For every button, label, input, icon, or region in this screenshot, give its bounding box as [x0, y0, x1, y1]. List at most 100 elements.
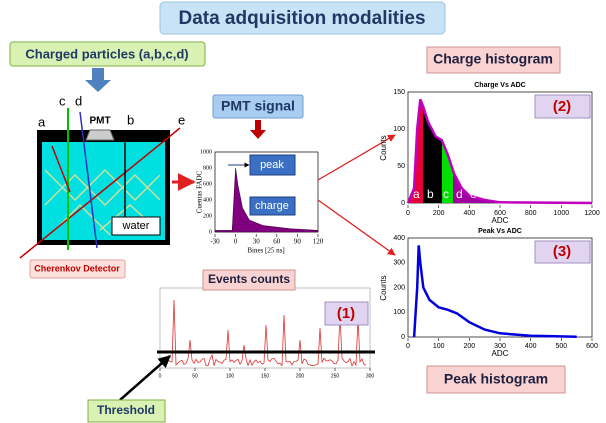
pmt-signal-title: PMT signal	[221, 98, 295, 114]
y-tick-label: 0	[401, 334, 405, 341]
x-tick-label: 120	[313, 238, 324, 246]
pmt	[85, 129, 115, 141]
y-tick-label: 600	[203, 181, 212, 187]
x-tick-label: 0	[406, 210, 410, 217]
arrow	[317, 199, 396, 256]
marker: (2)	[553, 98, 571, 115]
x-tick-label: 60	[273, 238, 281, 246]
y-tick-label: 400	[393, 235, 405, 242]
arrow	[317, 134, 396, 181]
peak-curve	[412, 245, 577, 339]
charge-box	[249, 196, 296, 216]
marker-box	[534, 94, 591, 119]
track-label: e	[178, 112, 185, 127]
peak-label: peak	[260, 159, 284, 171]
charge-hist-box	[426, 46, 561, 74]
x-axis-label: ADC	[492, 216, 509, 225]
plot-title: Charge Vs ADC	[474, 82, 525, 89]
x-tick-label: 1000	[554, 210, 570, 217]
track-label: c	[59, 93, 66, 108]
y-tick-label: 150	[393, 89, 405, 96]
peak-hist-box	[426, 365, 566, 394]
track-d	[79, 111, 98, 249]
cherenkov-light	[44, 168, 161, 236]
track-labels: a c d b e	[38, 93, 185, 129]
x-tick-label: 1200	[584, 210, 600, 217]
x-tick-label: 0	[234, 238, 238, 246]
events-label: Events counts	[208, 272, 290, 286]
peak-hist-label: Peak histogram	[444, 371, 548, 387]
track-e	[19, 127, 181, 259]
x-tick-label: 30	[253, 238, 261, 246]
pmt-signal-box	[212, 94, 304, 119]
y-tick-label: 300	[393, 260, 405, 267]
y-axis-label: Counts	[379, 135, 388, 160]
x-tick-label: 200	[433, 210, 445, 217]
x-tick-label: 200	[296, 373, 305, 379]
x-axis-label: Bines [25 ns]	[247, 247, 284, 255]
x-tick-label: 800	[525, 210, 537, 217]
y-tick-label: 0	[209, 229, 212, 235]
segment-labels: a b c d e	[413, 187, 477, 201]
x-tick-label: 150	[261, 373, 270, 379]
x-tick-label: 90	[294, 238, 302, 246]
detector-box	[29, 259, 126, 279]
x-tick-label: 400	[525, 343, 537, 350]
charge-label: charge	[255, 200, 289, 212]
marker: (3)	[553, 243, 571, 260]
segment-label: e	[470, 187, 477, 201]
pmt-label: PMT	[89, 116, 110, 127]
particles-box	[9, 41, 206, 67]
segment-label: a	[413, 187, 420, 201]
x-tick-label: 600	[586, 343, 598, 350]
y-axis-label: Counts	[379, 275, 388, 300]
x-tick-label: 0	[159, 373, 162, 379]
water-label: water	[122, 220, 150, 232]
x-tick-label: 300	[494, 343, 506, 350]
segment-label: c	[443, 187, 449, 201]
x-tick-label: 100	[226, 373, 235, 379]
x-axis-label: ADC	[492, 349, 509, 358]
plot-title: Peak Vs ADC	[478, 228, 522, 235]
y-tick-label: 200	[393, 284, 405, 291]
marker: (1)	[337, 305, 355, 322]
track-label: d	[75, 93, 82, 108]
y-tick-label: 50	[397, 163, 405, 170]
x-tick-label: 500	[555, 343, 567, 350]
x-tick-label: 100	[433, 343, 445, 350]
x-tick-label: 600	[494, 210, 506, 217]
y-tick-label: 800	[203, 165, 212, 171]
threshold-box	[87, 399, 166, 423]
x-tick-label: 300	[366, 373, 375, 379]
events-trace	[161, 299, 367, 368]
x-tick-label: 250	[331, 373, 340, 379]
events-box	[202, 269, 296, 291]
threshold-arrow	[119, 355, 171, 401]
y-axis-label: Cuentas FADC	[196, 170, 204, 213]
track-label: a	[38, 114, 46, 129]
track-a	[51, 145, 71, 193]
x-tick-label: 50	[192, 373, 198, 379]
title-box	[159, 1, 446, 35]
title: Data adquisition modalities	[178, 8, 425, 29]
segment-label: d	[456, 187, 463, 201]
threshold-label: Threshold	[97, 403, 155, 417]
y-tick-label: 0	[401, 200, 405, 207]
events-plot	[159, 287, 371, 369]
x-tick-label: 200	[463, 343, 475, 350]
peak-box	[249, 154, 296, 176]
y-tick-label: 1000	[200, 149, 212, 155]
detector-label: Cherenkov Detector	[34, 263, 120, 273]
x-tick-label: 0	[406, 343, 410, 350]
y-tick-label: 100	[393, 126, 405, 133]
pmt-pulse	[214, 167, 319, 233]
y-tick-label: 100	[393, 309, 405, 316]
down-arrow	[85, 68, 111, 92]
down-arrow	[250, 120, 266, 139]
marker-box	[324, 301, 369, 326]
particles-label: Charged particles (a,b,c,d)	[25, 46, 188, 61]
x-tick-label: 400	[463, 210, 475, 217]
y-tick-label: 400	[203, 197, 212, 203]
water-box	[111, 216, 161, 236]
